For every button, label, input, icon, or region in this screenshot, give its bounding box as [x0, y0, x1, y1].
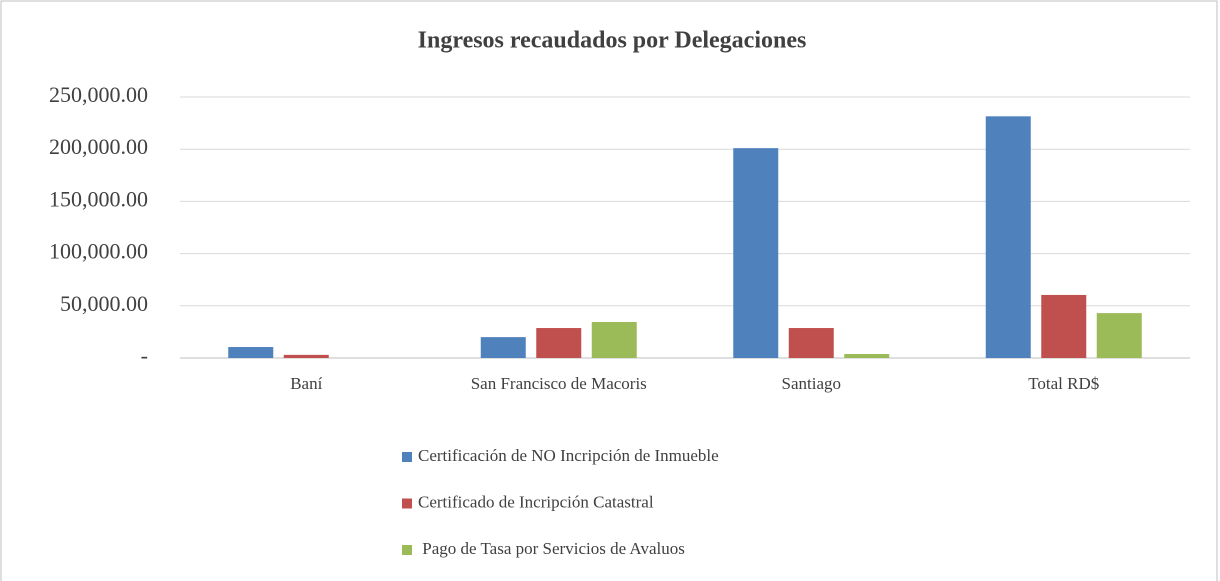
x-tick-label: San Francisco de Macoris [471, 374, 647, 393]
bar [536, 328, 582, 358]
bar [480, 337, 526, 358]
bar [844, 354, 890, 358]
bar [788, 328, 834, 358]
chart-title: Ingresos recaudados por Delegaciones [418, 28, 807, 54]
x-tick-label: Baní [290, 374, 322, 393]
bar [591, 321, 637, 358]
y-tick-label: 150,000.00 [49, 186, 148, 211]
x-tick-label: Santiago [782, 374, 842, 393]
legend-swatch [402, 498, 412, 509]
bar [985, 116, 1031, 359]
bar [228, 347, 274, 358]
y-tick-label: 100,000.00 [49, 239, 148, 264]
bar [1096, 313, 1142, 358]
legend-label: Certificado de Incripción Catastral [418, 492, 654, 511]
y-tick-label: 50,000.00 [60, 291, 148, 316]
legend-swatch [402, 545, 412, 555]
legend-label: Certificación de NO Incripción de Inmueb… [418, 446, 719, 465]
legend-swatch [402, 452, 412, 462]
x-tick-label: Total RD$ [1028, 374, 1099, 393]
y-tick-label: - [141, 343, 148, 368]
y-tick-label: 200,000.00 [49, 134, 148, 159]
bar [283, 354, 329, 358]
bar [733, 148, 779, 358]
y-tick-label: 250,000.00 [49, 82, 148, 107]
legend-label: Pago de Tasa por Servicios de Avaluos [418, 539, 685, 558]
bar [1041, 294, 1087, 358]
